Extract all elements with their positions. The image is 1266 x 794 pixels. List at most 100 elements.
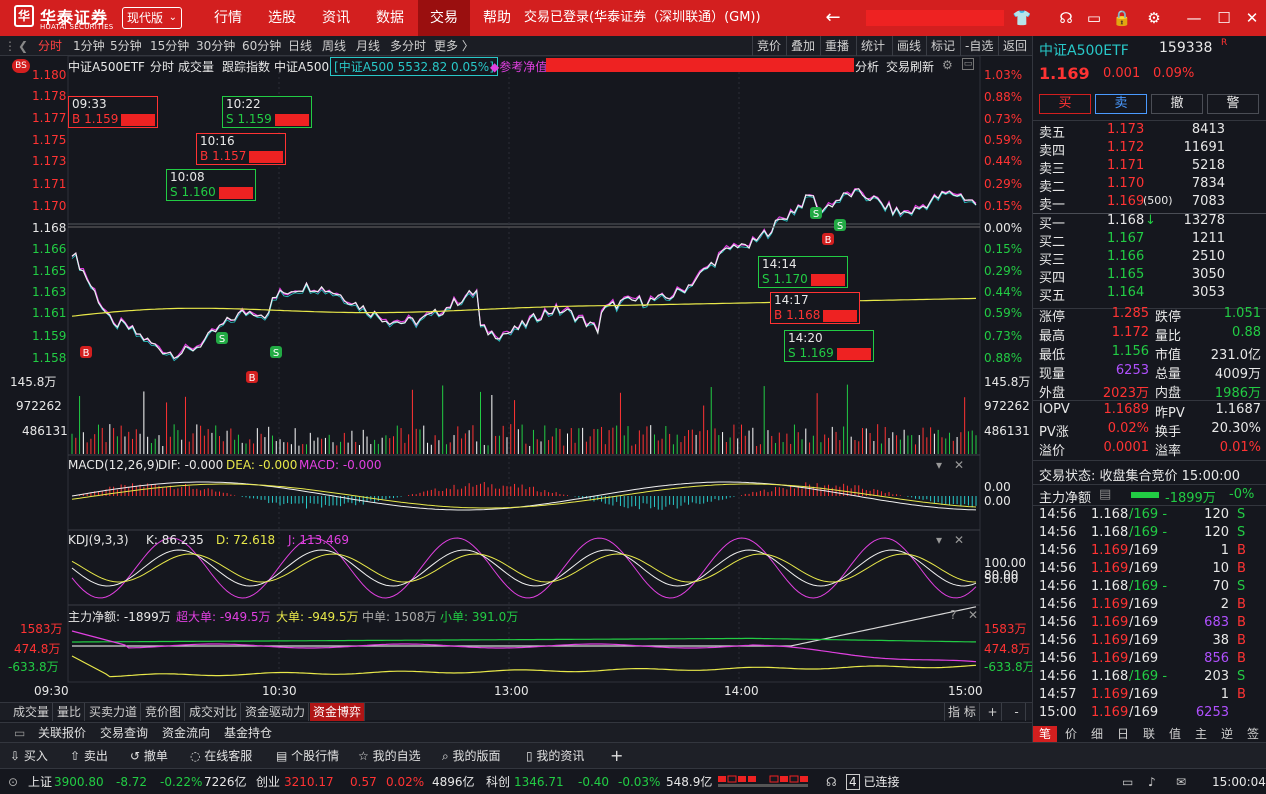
tool-mark[interactable]: 标记 — [926, 36, 959, 56]
quote-tab[interactable]: 签 — [1246, 727, 1259, 741]
cancel-order-button[interactable]: 撤 — [1151, 94, 1203, 114]
kc-label[interactable]: 科创 — [486, 775, 511, 789]
menu-data[interactable]: 数据 — [376, 10, 404, 26]
buy-action[interactable]: ⇩ 买入 — [10, 743, 48, 769]
chart-analysis[interactable]: 分析 — [855, 60, 880, 74]
bid-price[interactable]: 1.165 — [1107, 267, 1145, 282]
zoom-in-button[interactable]: + — [984, 703, 1002, 721]
trade-box[interactable]: 10:08 S 1.160 — [166, 169, 256, 201]
bid-price[interactable]: 1.168 — [1107, 213, 1145, 228]
macd-close-icon[interactable]: ✕ — [954, 458, 965, 472]
edition-dropdown[interactable]: 现代版 ⌄ — [122, 7, 182, 29]
kdj-close-icon[interactable]: ✕ — [954, 533, 965, 547]
chart-trade-refresh[interactable]: 交易刷新 — [886, 60, 935, 74]
tool-stats[interactable]: 统计 — [856, 36, 889, 56]
fund-help-icon[interactable]: ? — [950, 608, 957, 622]
chat-icon[interactable]: ✉ — [1176, 775, 1187, 789]
tool-replay[interactable]: 重播 — [820, 36, 853, 56]
alert-button[interactable]: 警 — [1207, 94, 1259, 114]
tab-buy-sell-force[interactable]: 买卖力道 — [86, 703, 142, 721]
layout-action[interactable]: ⌕ 我的版面 — [442, 743, 501, 769]
period-tab-15min[interactable]: 15分钟 — [150, 39, 190, 53]
maximize-icon[interactable]: ☐ — [1217, 9, 1231, 27]
chart-item-fenshi[interactable]: 分时 — [150, 60, 175, 74]
chart-item-volume[interactable]: 成交量 — [178, 60, 215, 74]
period-tab-month[interactable]: 月线 — [356, 39, 381, 53]
trade-box[interactable]: 09:33 B 1.159 — [68, 96, 158, 128]
ask-price[interactable]: 1.170 — [1107, 176, 1145, 191]
quote-tab[interactable]: 笔 — [1033, 726, 1057, 742]
headset-icon[interactable]: ☊ — [1059, 9, 1073, 27]
gear-icon[interactable]: ⚙ — [1147, 9, 1161, 27]
period-tab-fenshi[interactable]: 分时 — [38, 39, 63, 53]
quote-tab[interactable]: 值 — [1168, 727, 1181, 741]
news-action[interactable]: ▯ 我的资讯 — [526, 743, 584, 769]
watchlist-action[interactable]: ☆ 我的自选 — [358, 743, 421, 769]
quote-tab[interactable]: 主 — [1194, 727, 1207, 741]
back-arrow-icon[interactable]: ← — [825, 7, 841, 28]
bs-badge[interactable]: BS — [12, 59, 30, 73]
trade-box[interactable]: 10:22 S 1.159 — [222, 96, 312, 128]
menu-quotes[interactable]: 行情 — [214, 10, 242, 26]
chart-item-track-index[interactable]: 跟踪指数 — [222, 60, 271, 74]
sh-label[interactable]: 上证 — [28, 775, 53, 789]
period-tab-multi[interactable]: 多分时 — [390, 39, 427, 53]
cy-label[interactable]: 创业 — [256, 775, 281, 789]
quote-tab[interactable]: 价 — [1064, 727, 1077, 741]
message-icon[interactable]: ▭ — [1086, 9, 1102, 27]
quote-tab[interactable]: 逆 — [1220, 727, 1233, 741]
ask-price[interactable]: 1.172 — [1107, 140, 1145, 155]
close-icon[interactable]: ✕ — [1245, 9, 1259, 27]
fund-close-icon[interactable]: ✕ — [968, 608, 979, 622]
period-tab-1min[interactable]: 1分钟 — [73, 39, 105, 53]
trade-box[interactable]: 14:17 B 1.168 — [770, 292, 860, 324]
stock-quote-action[interactable]: ▤ 个股行情 — [276, 743, 339, 769]
menu-trade[interactable]: 交易 — [418, 0, 470, 36]
tool-remove-watch[interactable]: -自选 — [960, 36, 997, 56]
bid-price[interactable]: 1.164 — [1107, 285, 1145, 300]
sell-button[interactable]: 卖 — [1095, 94, 1147, 114]
tool-auction[interactable]: 竞价 — [752, 36, 785, 56]
period-tab-30min[interactable]: 30分钟 — [196, 39, 236, 53]
tab-volume[interactable]: 成交量 — [10, 703, 54, 721]
menu-stock-picker[interactable]: 选股 — [268, 10, 296, 26]
bid-price[interactable]: 1.166 — [1107, 249, 1145, 264]
indicator-button[interactable]: 指 标 — [944, 703, 980, 721]
table-icon[interactable]: ▤ — [1099, 487, 1112, 502]
connection-status[interactable]: 4 已连接 — [846, 769, 899, 794]
tool-back[interactable]: 返回 — [998, 36, 1031, 56]
tab-auction-chart[interactable]: 竞价图 — [142, 703, 186, 721]
minimize-icon[interactable]: — — [1186, 9, 1202, 27]
window-icon[interactable]: ▭ — [962, 58, 974, 70]
tab-fund-drive[interactable]: 资金驱动力 — [242, 703, 310, 721]
ask-price[interactable]: 1.169 — [1107, 194, 1145, 209]
buy-button[interactable]: 买 — [1039, 94, 1091, 114]
kdj-dropdown-icon[interactable]: ▾ — [936, 533, 943, 547]
menu-icon[interactable]: ⊙ — [8, 775, 19, 789]
ask-price[interactable]: 1.171 — [1107, 158, 1145, 173]
chart-item-index[interactable]: 中证A500 — [274, 60, 330, 74]
quote-tab[interactable]: 联 — [1142, 727, 1155, 741]
ask-price[interactable]: 1.173 — [1107, 122, 1145, 137]
trade-box[interactable]: 14:20 S 1.169 — [784, 330, 874, 362]
zoom-out-button[interactable]: - — [1008, 703, 1026, 721]
lock-icon[interactable]: 🔒 — [1112, 9, 1132, 27]
period-tab-day[interactable]: 日线 — [288, 39, 313, 53]
headset-icon[interactable]: ☊ — [826, 775, 837, 789]
list-icon[interactable]: ⋮ — [4, 39, 16, 53]
add-button[interactable]: + — [610, 746, 624, 765]
panel-toggle-icon[interactable]: ▭ — [14, 726, 26, 740]
period-tab-more[interactable]: 更多 〉 — [434, 39, 474, 53]
shirt-icon[interactable]: 👕 — [1012, 9, 1032, 27]
online-service-action[interactable]: ◌ 在线客服 — [190, 743, 252, 769]
period-tab-60min[interactable]: 60分钟 — [242, 39, 282, 53]
period-tab-5min[interactable]: 5分钟 — [110, 39, 142, 53]
tool-overlay[interactable]: 叠加 — [786, 36, 819, 56]
trade-box[interactable]: 14:14 S 1.170 — [758, 256, 848, 288]
quote-tab[interactable]: 细 — [1090, 727, 1103, 741]
tab-fund-flow[interactable]: 资金流向 — [162, 726, 211, 740]
tab-trade-query[interactable]: 交易查询 — [100, 726, 149, 740]
screen-icon[interactable]: ▭ — [1122, 775, 1134, 789]
tab-volume-ratio[interactable]: 量比 — [54, 703, 86, 721]
